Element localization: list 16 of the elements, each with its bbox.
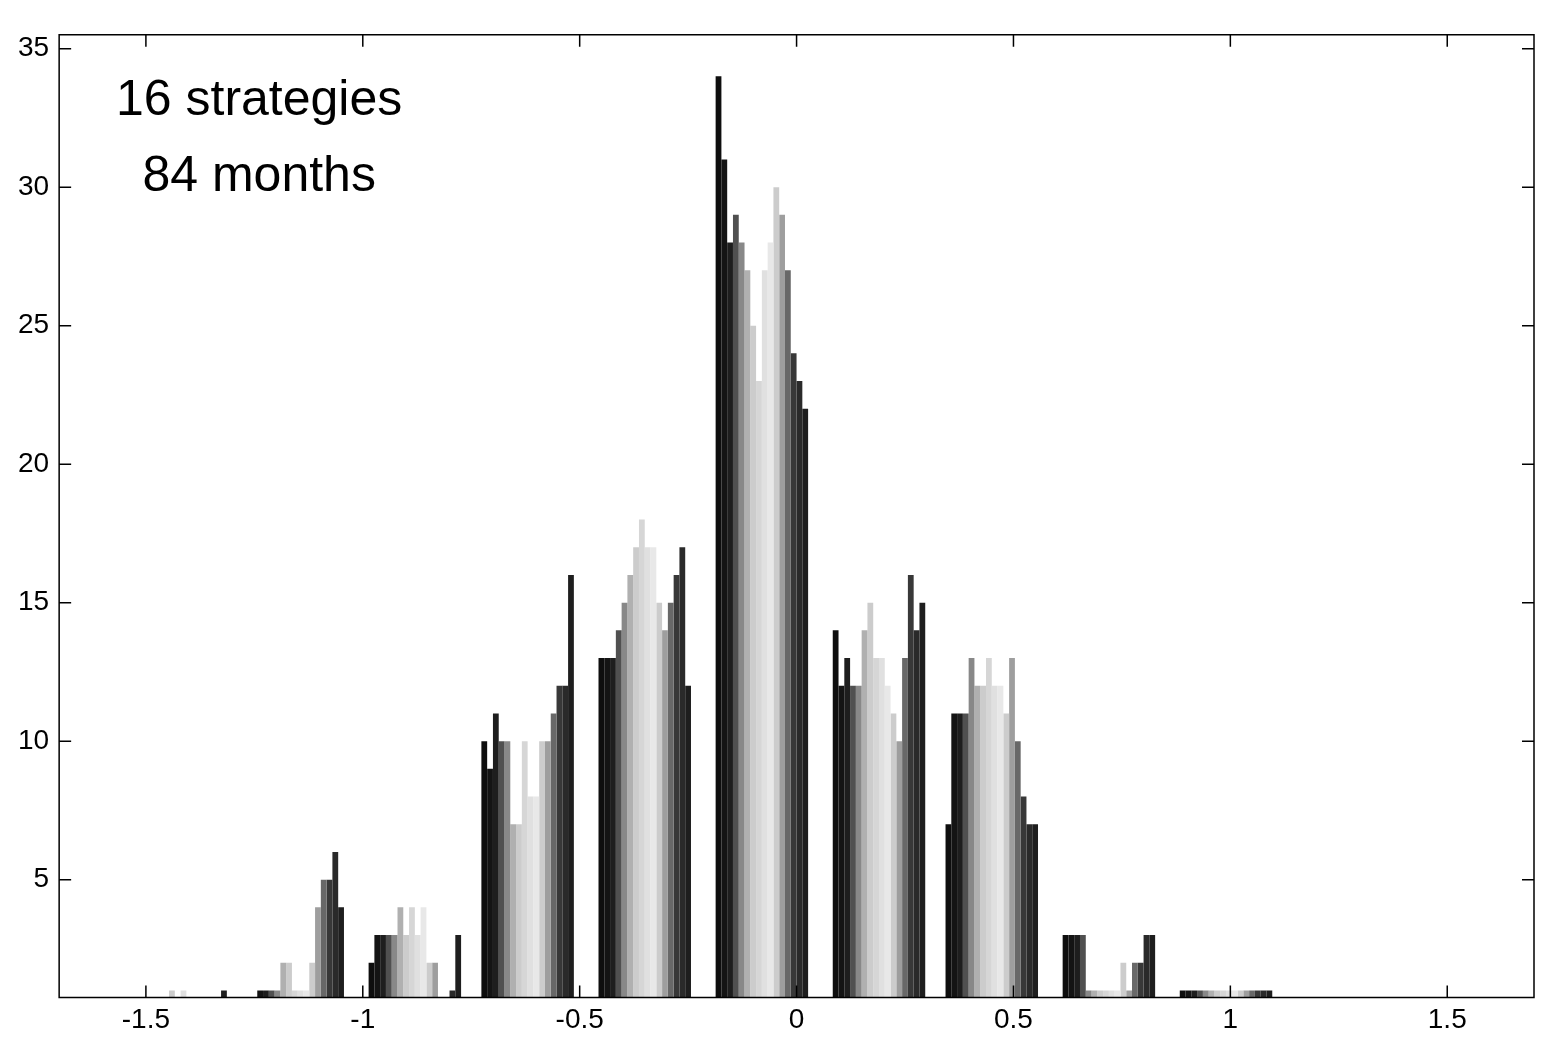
y-tick-label: 10: [17, 723, 50, 755]
y-tick-label: 30: [17, 169, 50, 201]
y-tick-label: 25: [17, 308, 50, 340]
annotation: 16 strategies: [116, 69, 403, 126]
x-tick-label: -0.5: [555, 1002, 604, 1034]
x-tick-label: 0: [788, 1002, 805, 1034]
x-tick-label: -1.5: [121, 1002, 171, 1034]
x-tick-label: 1.5: [1427, 1002, 1467, 1034]
annotation: 84 months: [142, 145, 376, 202]
y-tick-label: 20: [17, 446, 50, 478]
y-tick-label: 15: [17, 585, 50, 617]
y-tick-label: 35: [17, 31, 50, 63]
y-tick-label: 5: [33, 862, 50, 894]
x-tick-label: 0.5: [993, 1002, 1033, 1034]
x-tick-label: 1: [1222, 1002, 1239, 1034]
x-tick-label: -1: [350, 1002, 376, 1034]
